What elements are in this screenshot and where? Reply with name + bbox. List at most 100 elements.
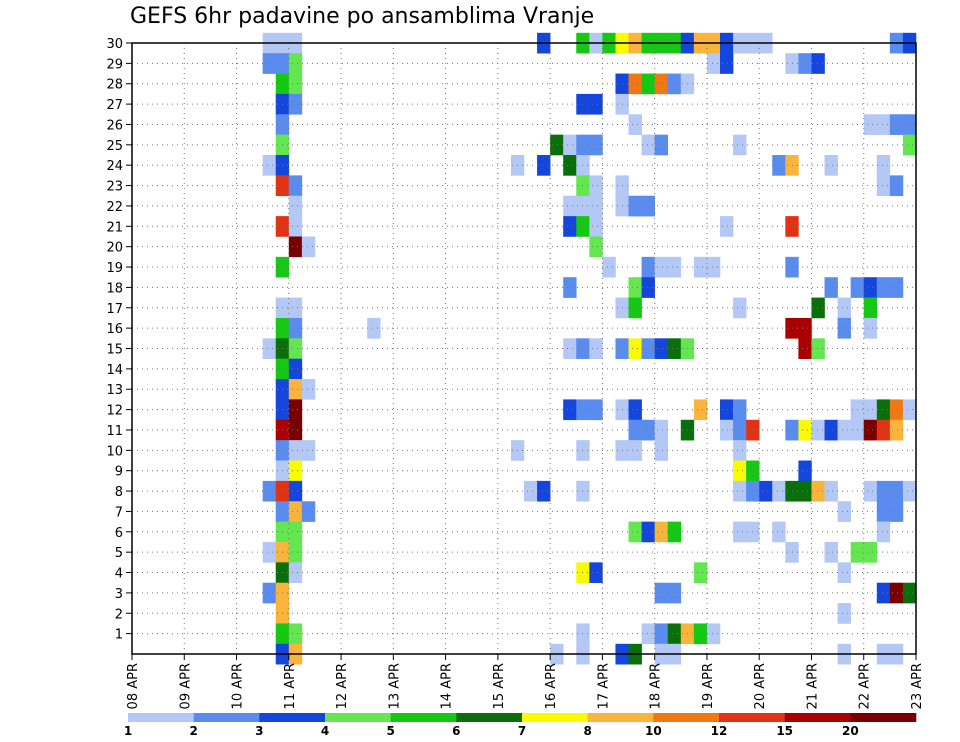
x-tick-label: 10 APR <box>231 663 246 709</box>
colorbar-swatch <box>128 713 194 722</box>
heatmap-cell <box>902 114 917 135</box>
y-tick-label: 15 <box>106 343 123 358</box>
heatmap-cell <box>628 338 642 359</box>
heatmap-cell <box>288 297 303 319</box>
heatmap-cell <box>863 297 878 319</box>
heatmap-cell <box>288 236 303 258</box>
heatmap-cell <box>628 399 642 421</box>
heatmap-cell <box>288 562 303 584</box>
heatmap-cell <box>733 521 747 543</box>
x-tick-label: 11 APR <box>283 663 298 709</box>
heatmap-cell <box>889 175 904 197</box>
colorbar-swatch <box>522 713 588 722</box>
heatmap-cell <box>863 114 878 135</box>
colorbar-swatch <box>193 713 260 722</box>
x-tick-label: 18 APR <box>649 663 664 709</box>
heatmap-cell <box>811 419 825 441</box>
y-tick-label: 3 <box>115 587 123 602</box>
heatmap-cell <box>641 623 655 645</box>
heatmap-cell <box>733 460 747 482</box>
x-tick-label: 15 APR <box>492 663 507 709</box>
heatmap-cell <box>876 480 891 502</box>
colorbar-label: 3 <box>255 724 263 738</box>
heatmap-cell <box>837 562 851 584</box>
heatmap-cell <box>288 195 303 217</box>
heatmap-cell <box>641 195 655 217</box>
heatmap-cell <box>798 338 812 359</box>
heatmap-cell <box>706 256 721 278</box>
y-tick-label: 10 <box>106 444 123 459</box>
heatmap-cell <box>889 277 904 298</box>
heatmap-cell <box>301 440 316 461</box>
heatmap-cell <box>693 399 708 421</box>
heatmap-cell <box>262 338 277 359</box>
heatmap-cell <box>654 73 669 95</box>
y-tick-label: 8 <box>115 485 123 500</box>
heatmap-cell <box>811 297 825 319</box>
y-tick-label: 18 <box>106 281 123 296</box>
heatmap-cell <box>628 419 642 441</box>
heatmap-cell <box>589 175 603 197</box>
y-tick-label: 5 <box>115 546 123 561</box>
heatmap-cell <box>876 521 891 543</box>
y-tick-label: 2 <box>115 607 123 622</box>
heatmap-cell <box>654 419 669 441</box>
colorbar-label: 5 <box>386 724 394 738</box>
heatmap-cell <box>262 582 277 604</box>
chart-title: GEFS 6hr padavine po ansamblima Vranje <box>130 4 595 29</box>
heatmap-cell <box>288 93 303 115</box>
colorbar-swatch <box>784 713 851 722</box>
x-tick-label: 23 APR <box>910 663 925 709</box>
heatmap-cell <box>641 277 655 298</box>
y-tick-label: 12 <box>106 404 123 419</box>
x-tick-label: 17 APR <box>596 663 611 709</box>
heatmap-cell <box>863 541 878 563</box>
x-tick-label: 20 APR <box>753 663 768 709</box>
colorbar-swatch <box>587 713 654 722</box>
x-tick-label: 13 APR <box>387 663 402 709</box>
heatmap-cell <box>759 480 773 502</box>
heatmap-cell <box>693 562 708 584</box>
heatmap-cell <box>720 399 734 421</box>
heatmap-cell <box>301 236 316 258</box>
heatmap-cell <box>628 195 642 217</box>
y-tick-label: 19 <box>106 261 123 276</box>
heatmap-cell <box>876 399 891 421</box>
x-tick-label: 16 APR <box>544 663 559 709</box>
heatmap-cell <box>641 73 655 95</box>
heatmap-cell <box>589 236 603 258</box>
y-tick-label: 29 <box>106 57 123 72</box>
heatmap-cell <box>876 155 891 176</box>
heatmap-cell <box>288 379 303 400</box>
colorbar-label: 20 <box>842 724 859 738</box>
heatmap-cell <box>876 277 891 298</box>
heatmap-cell <box>811 338 825 359</box>
heatmap-cell <box>720 216 734 237</box>
heatmap-cell <box>288 440 303 461</box>
heatmap-cell <box>589 399 603 421</box>
heatmap-cell <box>654 338 669 359</box>
heatmap-cell <box>367 317 381 339</box>
heatmap-cell <box>902 134 917 156</box>
heatmap-cell <box>876 114 891 135</box>
heatmap-cell <box>641 134 655 156</box>
heatmap-cell <box>563 338 577 359</box>
y-tick-label: 21 <box>106 220 123 235</box>
heatmap-cell <box>288 480 303 502</box>
y-tick-label: 16 <box>106 322 123 337</box>
x-tick-label: 14 APR <box>440 663 455 709</box>
colorbar-swatch <box>456 713 523 722</box>
x-tick-label: 22 APR <box>858 663 873 709</box>
heatmap-cell <box>288 216 303 237</box>
heatmap-cell <box>563 155 577 176</box>
heatmap-cell <box>654 134 669 156</box>
heatmap-cell <box>602 256 616 278</box>
heatmap-cell <box>863 399 878 421</box>
heatmap-cell <box>641 338 655 359</box>
heatmap-cell <box>706 623 721 645</box>
heatmap-cell <box>837 297 851 319</box>
heatmap-cell <box>733 419 747 441</box>
y-tick-label: 20 <box>106 241 123 256</box>
x-tick-label: 21 APR <box>805 663 820 709</box>
